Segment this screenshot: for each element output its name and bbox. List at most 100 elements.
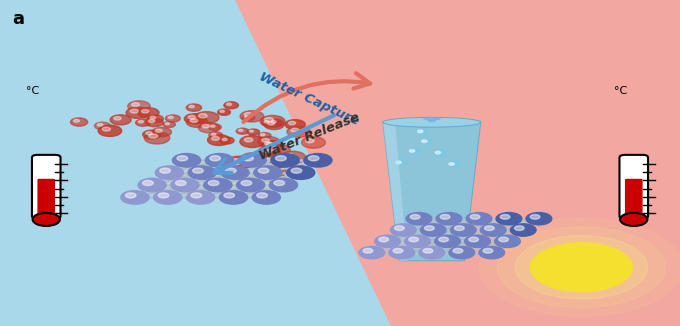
Circle shape — [418, 130, 423, 133]
FancyBboxPatch shape — [32, 155, 61, 219]
Circle shape — [155, 166, 184, 179]
FancyArrowPatch shape — [243, 73, 370, 122]
Circle shape — [269, 164, 275, 168]
Circle shape — [146, 118, 163, 127]
Circle shape — [71, 118, 88, 126]
Circle shape — [410, 215, 420, 219]
Circle shape — [228, 164, 235, 168]
Circle shape — [154, 191, 182, 204]
Circle shape — [379, 237, 388, 242]
Circle shape — [256, 154, 261, 156]
Ellipse shape — [449, 161, 460, 168]
Circle shape — [258, 147, 277, 156]
Circle shape — [257, 193, 267, 198]
Circle shape — [424, 226, 435, 230]
Circle shape — [242, 115, 255, 121]
Polygon shape — [411, 148, 419, 151]
Circle shape — [440, 215, 450, 219]
Circle shape — [236, 128, 249, 134]
Circle shape — [266, 144, 290, 156]
Circle shape — [466, 213, 492, 225]
Circle shape — [454, 226, 464, 230]
Circle shape — [439, 237, 449, 242]
Circle shape — [208, 181, 219, 185]
Circle shape — [396, 161, 401, 164]
Circle shape — [148, 120, 155, 123]
Text: °C: °C — [26, 86, 39, 96]
Circle shape — [144, 132, 170, 144]
Circle shape — [224, 156, 249, 168]
Circle shape — [210, 156, 220, 161]
Circle shape — [258, 137, 280, 147]
Polygon shape — [383, 122, 481, 261]
Circle shape — [464, 235, 490, 247]
Circle shape — [450, 224, 476, 236]
Circle shape — [247, 129, 260, 135]
Circle shape — [243, 153, 260, 161]
Circle shape — [239, 129, 243, 131]
Circle shape — [241, 181, 252, 185]
Circle shape — [265, 118, 273, 122]
Circle shape — [158, 193, 169, 198]
Circle shape — [222, 138, 227, 141]
Circle shape — [274, 181, 285, 185]
Circle shape — [494, 235, 520, 247]
Circle shape — [405, 235, 430, 247]
Circle shape — [148, 115, 163, 123]
Circle shape — [155, 129, 163, 132]
Circle shape — [435, 151, 441, 154]
Circle shape — [194, 111, 219, 124]
Circle shape — [261, 148, 281, 157]
Circle shape — [258, 133, 271, 139]
Circle shape — [254, 152, 267, 159]
Circle shape — [177, 156, 188, 161]
Text: °C: °C — [613, 86, 627, 96]
Circle shape — [515, 235, 647, 299]
Circle shape — [306, 139, 314, 143]
Circle shape — [286, 166, 315, 179]
Circle shape — [526, 213, 551, 225]
Circle shape — [390, 224, 416, 236]
Circle shape — [274, 157, 282, 161]
Circle shape — [515, 226, 524, 230]
Circle shape — [268, 119, 284, 126]
Circle shape — [252, 191, 280, 204]
Circle shape — [620, 213, 647, 226]
Circle shape — [218, 109, 231, 115]
Circle shape — [254, 166, 282, 179]
Circle shape — [95, 122, 111, 130]
Circle shape — [291, 168, 302, 173]
Circle shape — [173, 154, 201, 167]
Circle shape — [244, 112, 252, 117]
Circle shape — [189, 105, 194, 108]
Polygon shape — [419, 128, 427, 131]
Circle shape — [267, 142, 274, 146]
Circle shape — [126, 107, 150, 118]
Circle shape — [149, 134, 158, 138]
Text: Water Release: Water Release — [257, 111, 362, 163]
Circle shape — [125, 193, 136, 198]
Circle shape — [363, 248, 373, 253]
Polygon shape — [437, 149, 445, 152]
Circle shape — [208, 124, 221, 130]
Circle shape — [192, 168, 203, 173]
Circle shape — [132, 103, 139, 106]
Circle shape — [235, 158, 243, 163]
Circle shape — [205, 154, 233, 167]
Circle shape — [138, 178, 166, 192]
Circle shape — [436, 213, 462, 225]
Circle shape — [152, 127, 171, 137]
Circle shape — [284, 153, 294, 158]
Circle shape — [128, 101, 150, 111]
Circle shape — [220, 110, 224, 112]
Circle shape — [449, 246, 475, 259]
Circle shape — [304, 154, 332, 167]
Circle shape — [165, 115, 180, 122]
Circle shape — [33, 213, 60, 226]
Circle shape — [301, 137, 326, 148]
Circle shape — [138, 120, 143, 123]
Circle shape — [291, 128, 299, 132]
Circle shape — [268, 122, 275, 125]
Polygon shape — [383, 122, 407, 261]
Circle shape — [483, 248, 493, 253]
